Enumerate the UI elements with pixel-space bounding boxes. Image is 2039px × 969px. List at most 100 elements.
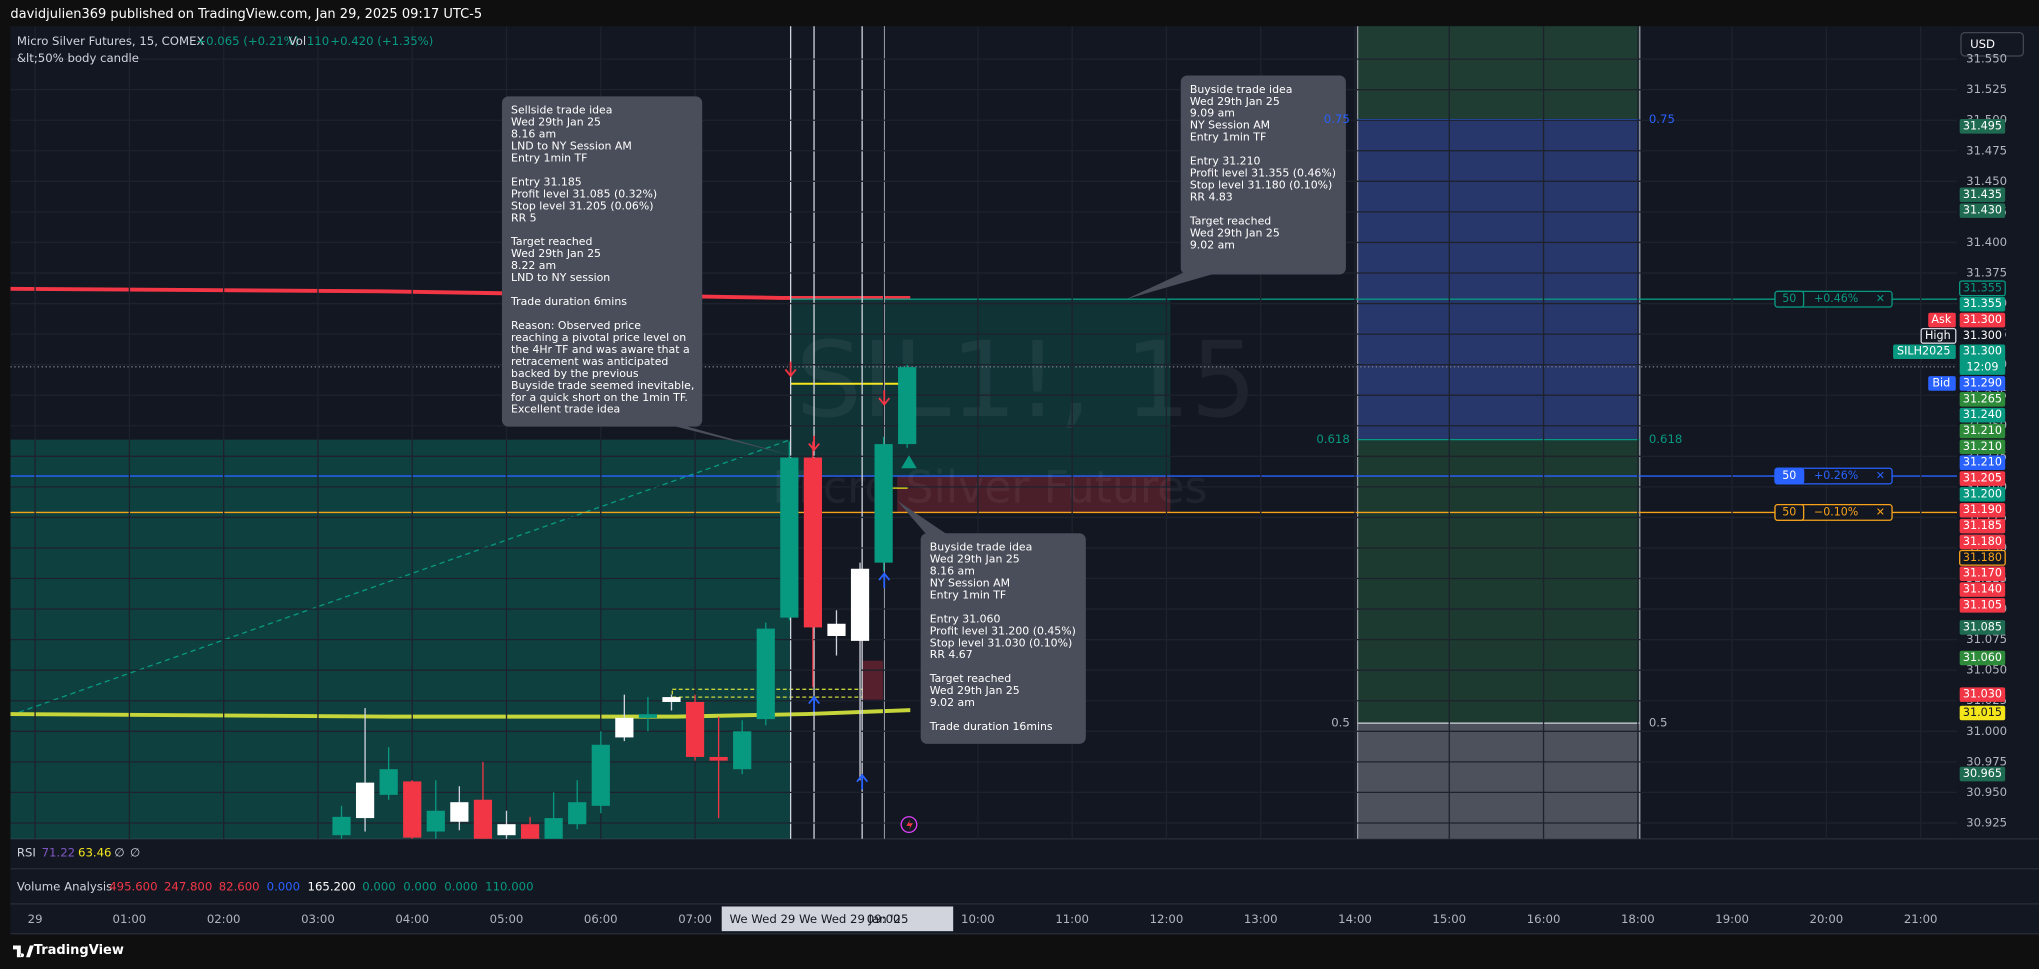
price-badge-text: 31.300 bbox=[1963, 345, 2002, 358]
volume-value: 495.600 bbox=[109, 879, 157, 893]
price-badge-text: 31.210 bbox=[1963, 456, 2002, 469]
x-tick-label: 21:00 bbox=[1904, 912, 1938, 926]
trend-line bbox=[10, 439, 791, 716]
price-badge bbox=[1959, 344, 2006, 375]
x-tick-label: 20:00 bbox=[1810, 912, 1844, 926]
price-tag bbox=[1920, 327, 1957, 344]
callout-line: the 4Hr TF and was aware that a bbox=[511, 343, 690, 356]
candle-body bbox=[685, 701, 705, 757]
logo bbox=[13, 945, 34, 958]
callout-line: Trade duration 16mins bbox=[929, 720, 1053, 733]
y-tick-label: 31.525 bbox=[1966, 82, 2007, 96]
signal-marker bbox=[901, 455, 917, 469]
position-close[interactable]: ✕ bbox=[1876, 505, 1885, 518]
fib-label: 0.618 bbox=[1316, 432, 1349, 446]
callout bbox=[920, 533, 1086, 744]
callout-line: 8.22 am bbox=[511, 259, 556, 272]
x-tick-label: 13:00 bbox=[1244, 912, 1278, 926]
price-badge-text: 31.240 bbox=[1963, 408, 2002, 421]
callout bbox=[501, 96, 703, 427]
candle-body bbox=[733, 731, 752, 770]
price-badge-text: 31.105 bbox=[1963, 598, 2002, 611]
x-tick-label: 19:00 bbox=[1715, 912, 1749, 926]
callout-line: Stop level 31.205 (0.06%) bbox=[511, 199, 653, 212]
watermark: Micro Silver Futures bbox=[772, 462, 1207, 513]
callout-line: Wed 29th Jan 25 bbox=[511, 247, 601, 260]
callout-line: Excellent trade idea bbox=[511, 403, 620, 416]
callout-line: RR 4.83 bbox=[1190, 191, 1233, 204]
volume-name: Volume Analysis bbox=[17, 879, 112, 893]
x-tick-label: 15:00 bbox=[1432, 912, 1466, 926]
volume-value: 0.000 bbox=[403, 879, 436, 893]
legend-change: +0.065 (+0.21%) bbox=[196, 34, 299, 48]
event-icon bbox=[906, 819, 913, 830]
price-badge bbox=[1959, 471, 2006, 486]
x-tick-label: 05:00 bbox=[490, 912, 524, 926]
callout-line: RR 4.67 bbox=[930, 648, 973, 661]
position-close[interactable]: ✕ bbox=[1876, 292, 1885, 305]
callout-line: Target reached bbox=[929, 672, 1011, 685]
callout-line: Target reached bbox=[1189, 214, 1271, 227]
price-badge bbox=[1959, 455, 2006, 470]
price-badge-text: 31.355 bbox=[1963, 297, 2002, 310]
currency[interactable]: USD bbox=[1970, 37, 1995, 51]
price-tag-text: Ask bbox=[1931, 313, 1951, 326]
price-badge-text: 31.210 bbox=[1963, 440, 2002, 453]
x-tick-label: 14:00 bbox=[1338, 912, 1372, 926]
x-tick-label: 09:00 bbox=[867, 912, 901, 926]
target-zone bbox=[790, 299, 1171, 477]
price-badge-text: 31.185 bbox=[1963, 519, 2002, 532]
price-badge bbox=[1959, 376, 2006, 391]
stop-zone bbox=[897, 476, 1171, 513]
callout-line: for a quick short on the 1min TF. bbox=[511, 391, 688, 404]
callout-line: Entry 31.060 bbox=[930, 612, 1001, 625]
price-badge bbox=[1959, 296, 2006, 312]
price-tag-text: Bid bbox=[1932, 376, 1950, 389]
watermark: SIL1!, 15 bbox=[796, 319, 1257, 441]
y-tick-label: 31.075 bbox=[1966, 632, 2007, 646]
event-icon[interactable] bbox=[900, 816, 918, 834]
candle-body bbox=[780, 457, 799, 618]
price-badge-text: 31.190 bbox=[1963, 503, 2002, 516]
candle-body bbox=[332, 816, 351, 836]
candle-body bbox=[709, 756, 728, 761]
price-badge bbox=[1959, 582, 2006, 597]
price-badge-text: 31.180 bbox=[1963, 535, 2002, 548]
price-badge bbox=[1959, 423, 2006, 439]
zone-mark bbox=[862, 660, 885, 700]
x-tick-label: 18:00 bbox=[1621, 912, 1655, 926]
price-badge-text: 31.495 bbox=[1963, 119, 2002, 132]
position-close[interactable]: ✕ bbox=[1876, 469, 1885, 482]
sell-arrow bbox=[808, 435, 820, 452]
y-tick-label: 31.475 bbox=[1966, 143, 2007, 157]
volume-value: 110.000 bbox=[485, 879, 533, 893]
lower-panes bbox=[10, 838, 1958, 934]
callout-line: Entry 1min TF bbox=[511, 151, 587, 164]
candle-body bbox=[568, 802, 587, 825]
candle-body bbox=[591, 744, 610, 806]
callout-line: 9.02 am bbox=[930, 696, 975, 709]
callout-line: Target reached bbox=[510, 235, 592, 248]
x-tick-label: 12:00 bbox=[1150, 912, 1184, 926]
candle-body bbox=[638, 714, 658, 718]
callout-line: 8.16 am bbox=[511, 128, 556, 141]
price-badge bbox=[1959, 407, 2006, 423]
candle-body bbox=[403, 781, 422, 838]
price-badge-sub: 12:09 bbox=[1966, 361, 1998, 374]
price-badge bbox=[1959, 439, 2006, 455]
currency-button[interactable] bbox=[1960, 31, 2025, 57]
position-qty-bg bbox=[1774, 290, 1805, 308]
x-tick-label: 29 bbox=[28, 912, 43, 926]
position-qty-bg bbox=[1774, 504, 1805, 521]
rsi-value: ∅ bbox=[114, 846, 124, 860]
volume-value: 165.200 bbox=[308, 879, 356, 893]
x-tick-label: 04:00 bbox=[395, 912, 429, 926]
price-badge-text: 31.140 bbox=[1963, 583, 2002, 596]
fib-zone bbox=[1357, 723, 1640, 839]
candle-body bbox=[615, 717, 634, 738]
candle-body bbox=[544, 818, 563, 839]
fib-zone bbox=[1357, 439, 1640, 724]
buy-arrow bbox=[856, 773, 869, 790]
volume-value: 247.800 bbox=[164, 879, 212, 893]
